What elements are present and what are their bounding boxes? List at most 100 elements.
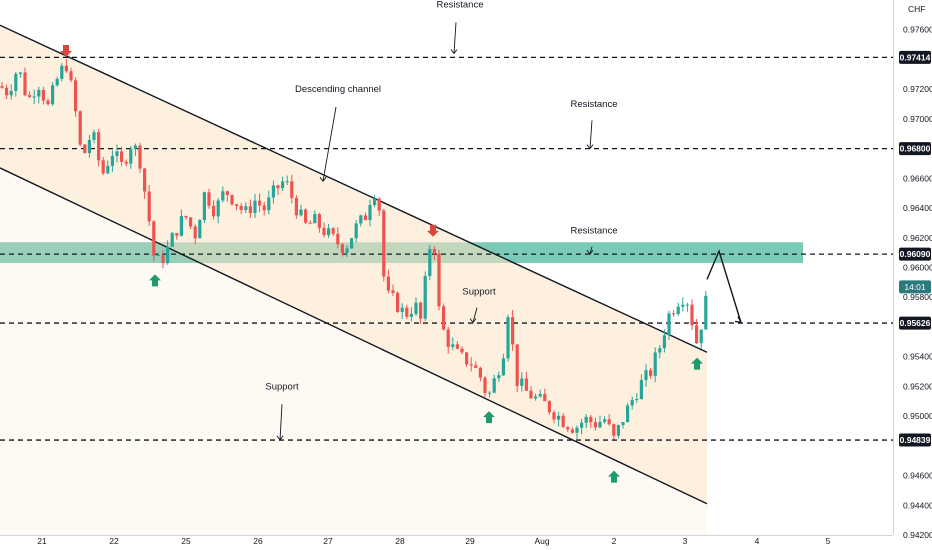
y-tick-1: 0.97200 [903, 84, 932, 94]
candle-body-30 [138, 145, 142, 169]
annotation-pointer-head-5 [276, 435, 284, 441]
candle-body-82 [377, 198, 381, 211]
candle-body-19 [87, 139, 91, 153]
candle-body-80 [368, 205, 372, 221]
candle-body-24 [110, 155, 114, 166]
annotation-label-2: Descending channel [295, 84, 381, 95]
candle-body-4 [18, 72, 22, 74]
candle-body-48 [221, 191, 225, 201]
candle-body-35 [161, 255, 165, 264]
candle-body-47 [216, 200, 220, 217]
candle-body-44 [202, 192, 206, 221]
candle-body-14 [64, 65, 68, 72]
candle-body-25 [115, 151, 119, 156]
candle-body-96 [442, 306, 446, 330]
y-tick-13: 0.94200 [903, 530, 932, 540]
candle-body-3 [14, 73, 18, 91]
candle-body-142 [653, 352, 657, 376]
x-tick-9: 3 [683, 536, 688, 546]
y-tick-6: 0.96000 [903, 263, 932, 273]
current-price-countdown: 14:01 [904, 282, 926, 292]
candle-body-127 [584, 416, 588, 423]
candle-body-28 [129, 148, 133, 164]
candle-body-106 [488, 392, 492, 394]
candle-body-152 [699, 329, 703, 344]
candle-body-43 [198, 220, 202, 239]
candle-body-135 [621, 422, 625, 426]
projection-arrowhead [734, 316, 743, 324]
candle-body-97 [446, 329, 450, 347]
candle-body-134 [616, 425, 620, 436]
candle-body-120 [552, 412, 556, 420]
candle-body-71 [327, 228, 331, 236]
candle-body-11 [51, 85, 55, 105]
candle-body-137 [630, 400, 634, 406]
candle-body-128 [589, 416, 593, 423]
candle-body-131 [603, 419, 607, 422]
candle-body-72 [331, 228, 335, 234]
candle-body-121 [557, 415, 561, 420]
candle-body-69 [317, 214, 321, 228]
candle-body-99 [455, 344, 459, 349]
candle-body-31 [143, 168, 147, 192]
annotation-pointer-2 [322, 106, 337, 182]
candle-body-103 [474, 365, 478, 368]
candle-body-76 [350, 238, 354, 249]
candle-body-117 [538, 394, 542, 397]
candle-body-52 [239, 205, 243, 210]
candle-body-13 [60, 65, 64, 79]
candle-body-17 [78, 111, 82, 145]
channel-lower-fill [0, 167, 707, 536]
x-tick-8: 2 [612, 536, 617, 546]
candle-body-143 [658, 348, 662, 353]
candle-body-95 [437, 253, 441, 307]
currency-label: CHF [908, 4, 925, 14]
candle-body-21 [97, 132, 101, 161]
candle-body-36 [166, 246, 170, 264]
candle-body-50 [230, 195, 234, 205]
candle-body-39 [179, 215, 183, 236]
arrow-up-2 [149, 274, 161, 287]
candle-body-5 [23, 72, 27, 96]
arrow-up-5 [691, 357, 703, 370]
candle-body-8 [37, 89, 41, 97]
annotation-label-1: Resistance [571, 99, 618, 110]
candle-body-88 [405, 307, 409, 317]
candle-body-74 [340, 244, 344, 254]
price-tag-bg-4 [899, 433, 931, 447]
candle-body-140 [644, 370, 648, 380]
arrow-down-0 [60, 44, 72, 57]
candle-body-101 [465, 352, 469, 365]
candle-body-60 [276, 185, 280, 189]
x-tick-0: 21 [37, 536, 47, 546]
candle-body-111 [511, 317, 515, 345]
candle-body-20 [92, 132, 96, 140]
candle-body-37 [170, 233, 174, 247]
candle-body-57 [262, 205, 266, 211]
candle-body-132 [607, 419, 611, 425]
y-tick-11: 0.94600 [903, 471, 932, 481]
candle-body-16 [74, 80, 78, 112]
price-tag-1: 0.96800 [900, 144, 931, 154]
candle-body-105 [483, 377, 487, 394]
y-tick-3: 0.96600 [903, 173, 932, 183]
y-tick-9: 0.95200 [903, 381, 932, 391]
y-tick-10: 0.95000 [903, 411, 932, 421]
candle-body-33 [152, 221, 156, 256]
candle-body-59 [271, 185, 275, 198]
candle-body-68 [313, 214, 317, 224]
channel-upper-line [0, 24, 708, 353]
candle-body-150 [690, 304, 694, 326]
candle-body-119 [547, 401, 551, 413]
price-tag-bg-1 [899, 142, 931, 156]
candle-body-110 [506, 317, 510, 359]
arrow-down-1 [427, 224, 439, 237]
y-tick-12: 0.94400 [903, 500, 932, 510]
candle-body-66 [304, 209, 308, 223]
candle-body-115 [529, 390, 533, 399]
candle-body-49 [225, 191, 229, 196]
annotation-label-4: Support [462, 286, 496, 297]
candle-body-7 [32, 96, 36, 98]
x-tick-2: 25 [181, 536, 191, 546]
